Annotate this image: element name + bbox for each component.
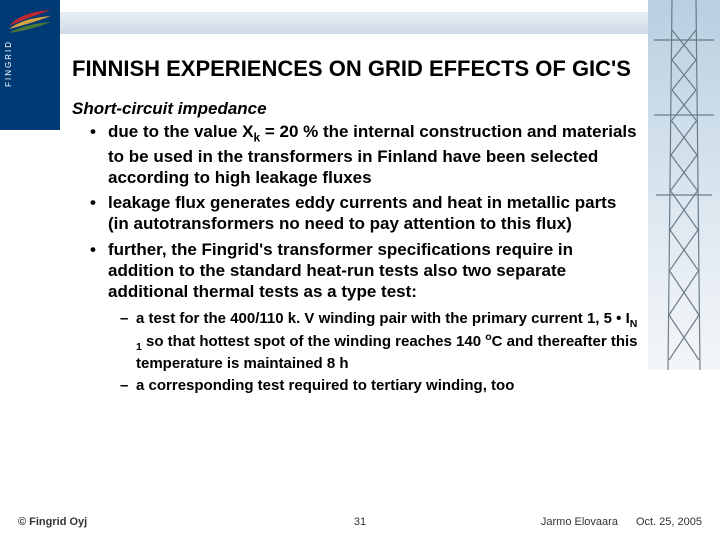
footer-date: Oct. 25, 2005 (636, 516, 702, 528)
sub-bullet-item: a test for the 400/110 k. V winding pair… (120, 310, 640, 373)
bullet-text: a test for the 400/110 k. V winding pair… (136, 310, 630, 327)
bullet-text: leakage flux generates eddy currents and… (108, 193, 616, 233)
bullet-item: further, the Fingrid's transformer speci… (90, 239, 640, 303)
bullet-text: further, the Fingrid's transformer speci… (108, 240, 573, 302)
slide-content: FINNISH EXPERIENCES ON GRID EFFECTS OF G… (72, 56, 640, 400)
slide-title: FINNISH EXPERIENCES ON GRID EFFECTS OF G… (72, 56, 640, 81)
bullet-item: due to the value Xk = 20 % the internal … (90, 121, 640, 188)
slide-footer: © Fingrid Oyj 31 Jarmo Elovaara Oct. 25,… (0, 516, 720, 528)
footer-author: Jarmo Elovaara (541, 516, 618, 528)
logo-swoosh-icon (7, 6, 53, 36)
bullet-text: a corresponding test required to tertiar… (136, 377, 514, 394)
sub-bullet-item: a corresponding test required to tertiar… (120, 377, 640, 396)
brand-logo: FINGRID (0, 0, 60, 130)
footer-copyright: © Fingrid Oyj (18, 516, 87, 528)
top-band (0, 12, 720, 34)
slide-subhead: Short-circuit impedance (72, 99, 640, 119)
pylon-image (648, 0, 720, 370)
bullet-text: due to the value X (108, 122, 253, 141)
bullet-list: due to the value Xk = 20 % the internal … (72, 121, 640, 302)
brand-name: FINGRID (4, 40, 13, 87)
sub-bullet-list: a test for the 400/110 k. V winding pair… (72, 310, 640, 396)
bullet-item: leakage flux generates eddy currents and… (90, 192, 640, 235)
bullet-text: so that hottest spot of the winding reac… (142, 333, 485, 350)
footer-page-number: 31 (354, 516, 366, 528)
